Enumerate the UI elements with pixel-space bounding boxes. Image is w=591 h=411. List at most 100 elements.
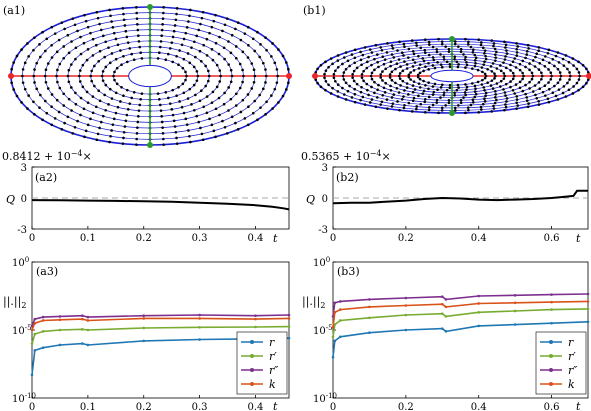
a1-node (196, 74, 200, 78)
a1-node (62, 104, 66, 107)
b1-node (568, 71, 571, 74)
b1-node (412, 69, 416, 72)
b1-node (380, 100, 384, 104)
b1-node (412, 52, 416, 56)
a1-node (178, 49, 181, 52)
a2-prefix-base: 0.8412 + 10 (2, 150, 71, 163)
b1-node (464, 93, 467, 97)
b1-node (353, 48, 357, 52)
b1-node (504, 46, 507, 49)
b1-node (572, 64, 575, 67)
b1-node (457, 104, 460, 107)
b1-node (447, 99, 451, 102)
b1-node (471, 100, 475, 104)
a1-top-point (147, 4, 153, 10)
b1-node (474, 92, 478, 96)
b1-node (518, 68, 522, 72)
b1-node (323, 72, 326, 76)
a1-node (158, 103, 162, 107)
a1-node (85, 90, 89, 94)
a1-node (94, 43, 98, 47)
b1-node (490, 70, 494, 73)
b1-node (324, 69, 328, 72)
b1-node (422, 69, 425, 73)
a1-node (166, 96, 170, 100)
b1-node (427, 68, 430, 71)
b1-node (518, 86, 522, 90)
b1-node (535, 96, 539, 100)
a3-series-2-point (254, 314, 257, 318)
a1-node (243, 117, 247, 120)
b1-node (499, 79, 503, 83)
b1-node (561, 57, 565, 61)
a1-node (204, 84, 207, 88)
b3-series-2-point (440, 295, 444, 298)
b3-series-0-point (513, 323, 517, 326)
b1-node (455, 60, 459, 64)
a1-node (74, 102, 78, 106)
a1-node (214, 135, 217, 139)
a1-node (207, 74, 211, 78)
a3-ytick-exp: -5 (25, 324, 32, 332)
a1-node (246, 56, 250, 59)
b1-node (481, 70, 484, 74)
a1-node (161, 23, 164, 26)
b1-node (448, 83, 452, 87)
b1-node (417, 54, 420, 58)
a1-node (95, 138, 99, 142)
b1-node (355, 66, 359, 70)
b1-node (515, 47, 518, 51)
b1-node (351, 76, 354, 79)
a1-node (210, 101, 214, 104)
a1-node (265, 100, 268, 104)
a1-node (199, 89, 203, 92)
b1-inner-hole (430, 69, 474, 83)
a1-node (271, 107, 274, 110)
b3-series-3-point (550, 300, 553, 304)
a1-node (113, 70, 116, 74)
b1-node (525, 99, 529, 102)
b1-node (390, 96, 394, 99)
b1-node (514, 66, 518, 69)
a1-node (185, 74, 188, 78)
b1-node (495, 82, 499, 85)
b1-node (331, 62, 334, 66)
b1-node (360, 76, 364, 79)
b1-node (348, 84, 351, 88)
b1-node (440, 42, 444, 46)
a1-left-point (8, 73, 14, 79)
b1-node (417, 67, 421, 70)
b1-node (417, 94, 420, 98)
a1-right-point (286, 73, 292, 79)
a1-node (12, 88, 15, 91)
b1-node (353, 87, 356, 91)
a1-node (85, 58, 89, 62)
b1-node (431, 45, 435, 49)
b1-node (421, 57, 425, 60)
b1-node (493, 77, 496, 80)
b1-node (466, 106, 470, 109)
a3-series-3-point (198, 317, 201, 320)
a1-node (241, 50, 245, 54)
b1-node (465, 88, 468, 92)
b1-node (566, 81, 569, 85)
b1-node (479, 43, 483, 47)
b1-node (463, 58, 467, 61)
a3-series-2-point (58, 315, 62, 318)
a1-node (181, 82, 185, 86)
b3-series-1-point (368, 316, 371, 320)
a1-node (120, 85, 123, 89)
b1-node (405, 86, 409, 89)
a1-node (180, 105, 184, 109)
b1-right-point (586, 73, 591, 79)
b3-lines (331, 292, 590, 359)
b3-series-1-point (513, 309, 517, 313)
b1-node (360, 63, 363, 67)
b1-node (407, 75, 411, 79)
b3-series-3-point (404, 304, 408, 307)
a1-node (122, 54, 125, 58)
a1-node (58, 86, 62, 90)
b1-node (343, 93, 346, 96)
b2-xtick-label: 0.2 (398, 233, 414, 244)
